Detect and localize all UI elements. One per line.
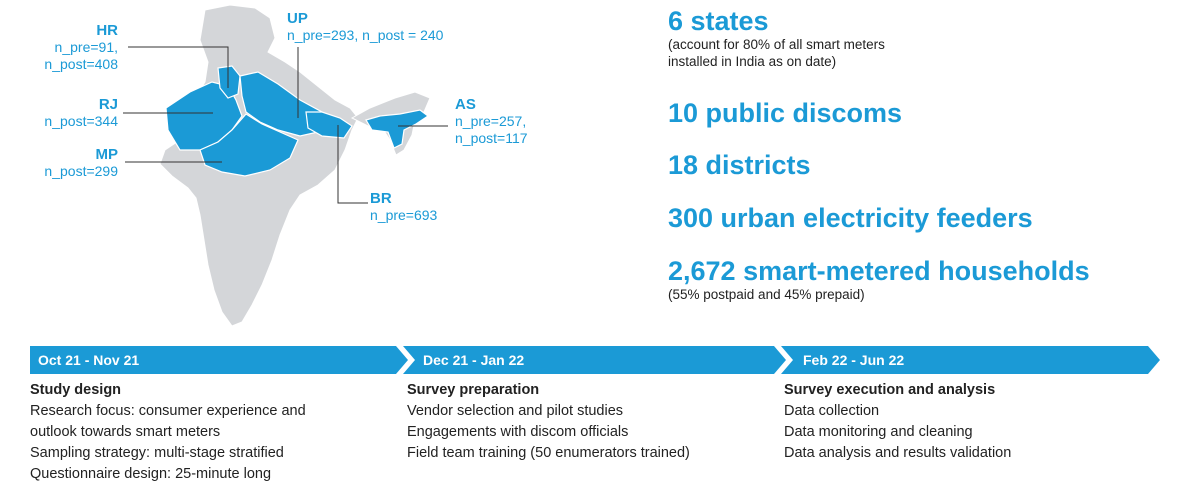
label-as-line2: n_post=117 xyxy=(455,130,528,146)
phase-2-chevron: Dec 21 - Jan 22 xyxy=(403,346,786,374)
phase-3-item-1: Data collection xyxy=(784,403,880,419)
phase-3-chevron: Feb 22 - Jun 22 xyxy=(781,346,1160,374)
state-haryana xyxy=(217,65,241,99)
stat-states-note-1: (account for 80% of all smart meters xyxy=(668,37,885,52)
stat-states: 6 states (account for 80% of all smart m… xyxy=(668,6,885,70)
stat-feeders-value: 300 urban electricity feeders xyxy=(668,203,1033,233)
state-assam xyxy=(365,109,430,149)
label-up: UP n_pre=293, n_post = 240 xyxy=(287,10,443,44)
phase-2-item-2: Engagements with discom officials xyxy=(407,424,629,440)
phase-1-period: Oct 21 - Nov 21 xyxy=(38,352,140,368)
stat-discoms: 10 public discoms xyxy=(668,98,902,128)
state-bihar xyxy=(305,111,353,139)
phase-1-details: Study design Research focus: consumer ex… xyxy=(30,380,390,485)
phase-3-item-2: Data monitoring and cleaning xyxy=(784,424,973,440)
label-mp: MP n_post=299 xyxy=(20,146,118,180)
label-rj-code: RJ xyxy=(98,96,118,113)
phase-3-details: Survey execution and analysis Data colle… xyxy=(784,380,1144,464)
leader-hr xyxy=(128,46,229,88)
label-rj-line1: n_post=344 xyxy=(44,113,118,129)
stat-households-note-1: (55% postpaid and 45% prepaid) xyxy=(668,287,865,302)
phase-3-title: Survey execution and analysis xyxy=(784,382,996,398)
state-uttar-pradesh xyxy=(239,71,323,137)
phase-2-title: Survey preparation xyxy=(407,382,540,398)
phase-1-title: Study design xyxy=(30,382,122,398)
label-as-line1: n_pre=257, xyxy=(455,113,527,129)
stat-feeders: 300 urban electricity feeders xyxy=(668,203,1033,233)
phase-3-period: Feb 22 - Jun 22 xyxy=(803,352,905,368)
phase-2-details: Survey preparation Vendor selection and … xyxy=(407,380,767,464)
label-mp-code: MP xyxy=(95,146,119,163)
stat-districts: 18 districts xyxy=(668,150,811,180)
india-map xyxy=(123,4,448,327)
label-rj: RJ n_post=344 xyxy=(20,96,118,130)
phase-1-item-4: Questionnaire design: 25-minute long xyxy=(30,466,272,482)
label-hr: HR n_pre=91, n_post=408 xyxy=(20,22,118,73)
label-br-line1: n_pre=693 xyxy=(370,207,438,223)
stat-states-note-2: installed in India as on date) xyxy=(668,54,837,69)
stat-districts-value: 18 districts xyxy=(668,150,811,180)
label-br: BR n_pre=693 xyxy=(370,190,437,224)
phase-2-period: Dec 21 - Jan 22 xyxy=(423,352,525,368)
state-rajasthan xyxy=(165,81,243,151)
stat-households-value: 2,672 smart-metered households xyxy=(668,256,1090,286)
leader-br xyxy=(337,125,368,204)
phase-1-item-3: Sampling strategy: multi-stage stratifie… xyxy=(30,445,284,461)
phase-2-item-3: Field team training (50 enumerators trai… xyxy=(407,445,690,461)
phase-1-chevron: Oct 21 - Nov 21 xyxy=(30,346,408,374)
label-hr-line1: n_pre=91, xyxy=(54,39,118,55)
label-mp-line1: n_post=299 xyxy=(44,163,118,179)
timeline-bar: Oct 21 - Nov 21 Dec 21 - Jan 22 Feb 22 -… xyxy=(30,346,1160,374)
stat-households: 2,672 smart-metered households (55% post… xyxy=(668,256,1090,303)
stat-states-value: 6 states xyxy=(668,6,769,36)
label-up-line1: n_pre=293, n_post = 240 xyxy=(287,27,444,43)
label-br-code: BR xyxy=(370,190,392,207)
label-as: AS n_pre=257, n_post=117 xyxy=(455,96,528,147)
label-up-code: UP xyxy=(287,10,308,27)
label-as-code: AS xyxy=(455,96,476,113)
phase-3-item-3: Data analysis and results validation xyxy=(784,445,1012,461)
phase-2-item-1: Vendor selection and pilot studies xyxy=(407,403,624,419)
label-hr-line2: n_post=408 xyxy=(44,56,118,72)
phase-1-item-1: Research focus: consumer experience and xyxy=(30,403,306,419)
label-hr-code: HR xyxy=(96,22,118,39)
phase-1-item-2: outlook towards smart meters xyxy=(30,424,221,440)
stat-discoms-value: 10 public discoms xyxy=(668,98,903,128)
state-madhya-pradesh xyxy=(199,113,299,177)
leader-lines xyxy=(123,46,448,204)
